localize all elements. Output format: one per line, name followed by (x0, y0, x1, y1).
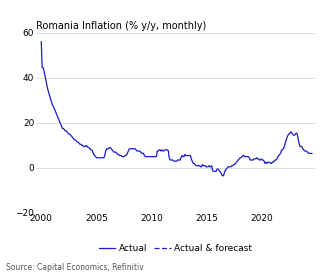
Actual (307, 152, 311, 155)
Text: Romania Inflation (% y/y, monthly): Romania Inflation (% y/y, monthly) (36, 20, 206, 31)
Actual (110, 148, 114, 152)
Actual & forecast (307, 152, 311, 155)
Actual (108, 146, 112, 149)
Actual & forecast (310, 152, 314, 155)
Actual (130, 147, 134, 150)
Actual (221, 174, 225, 177)
Actual & forecast (309, 152, 313, 155)
Actual & forecast (308, 152, 312, 155)
Actual (39, 40, 43, 43)
Text: Source: Capital Economics, Refinitiv: Source: Capital Economics, Refinitiv (6, 263, 144, 272)
Line: Actual: Actual (41, 42, 309, 176)
Actual (193, 163, 197, 166)
Actual (177, 158, 181, 162)
Actual (304, 149, 307, 153)
Legend: Actual, Actual & forecast: Actual, Actual & forecast (95, 241, 256, 257)
